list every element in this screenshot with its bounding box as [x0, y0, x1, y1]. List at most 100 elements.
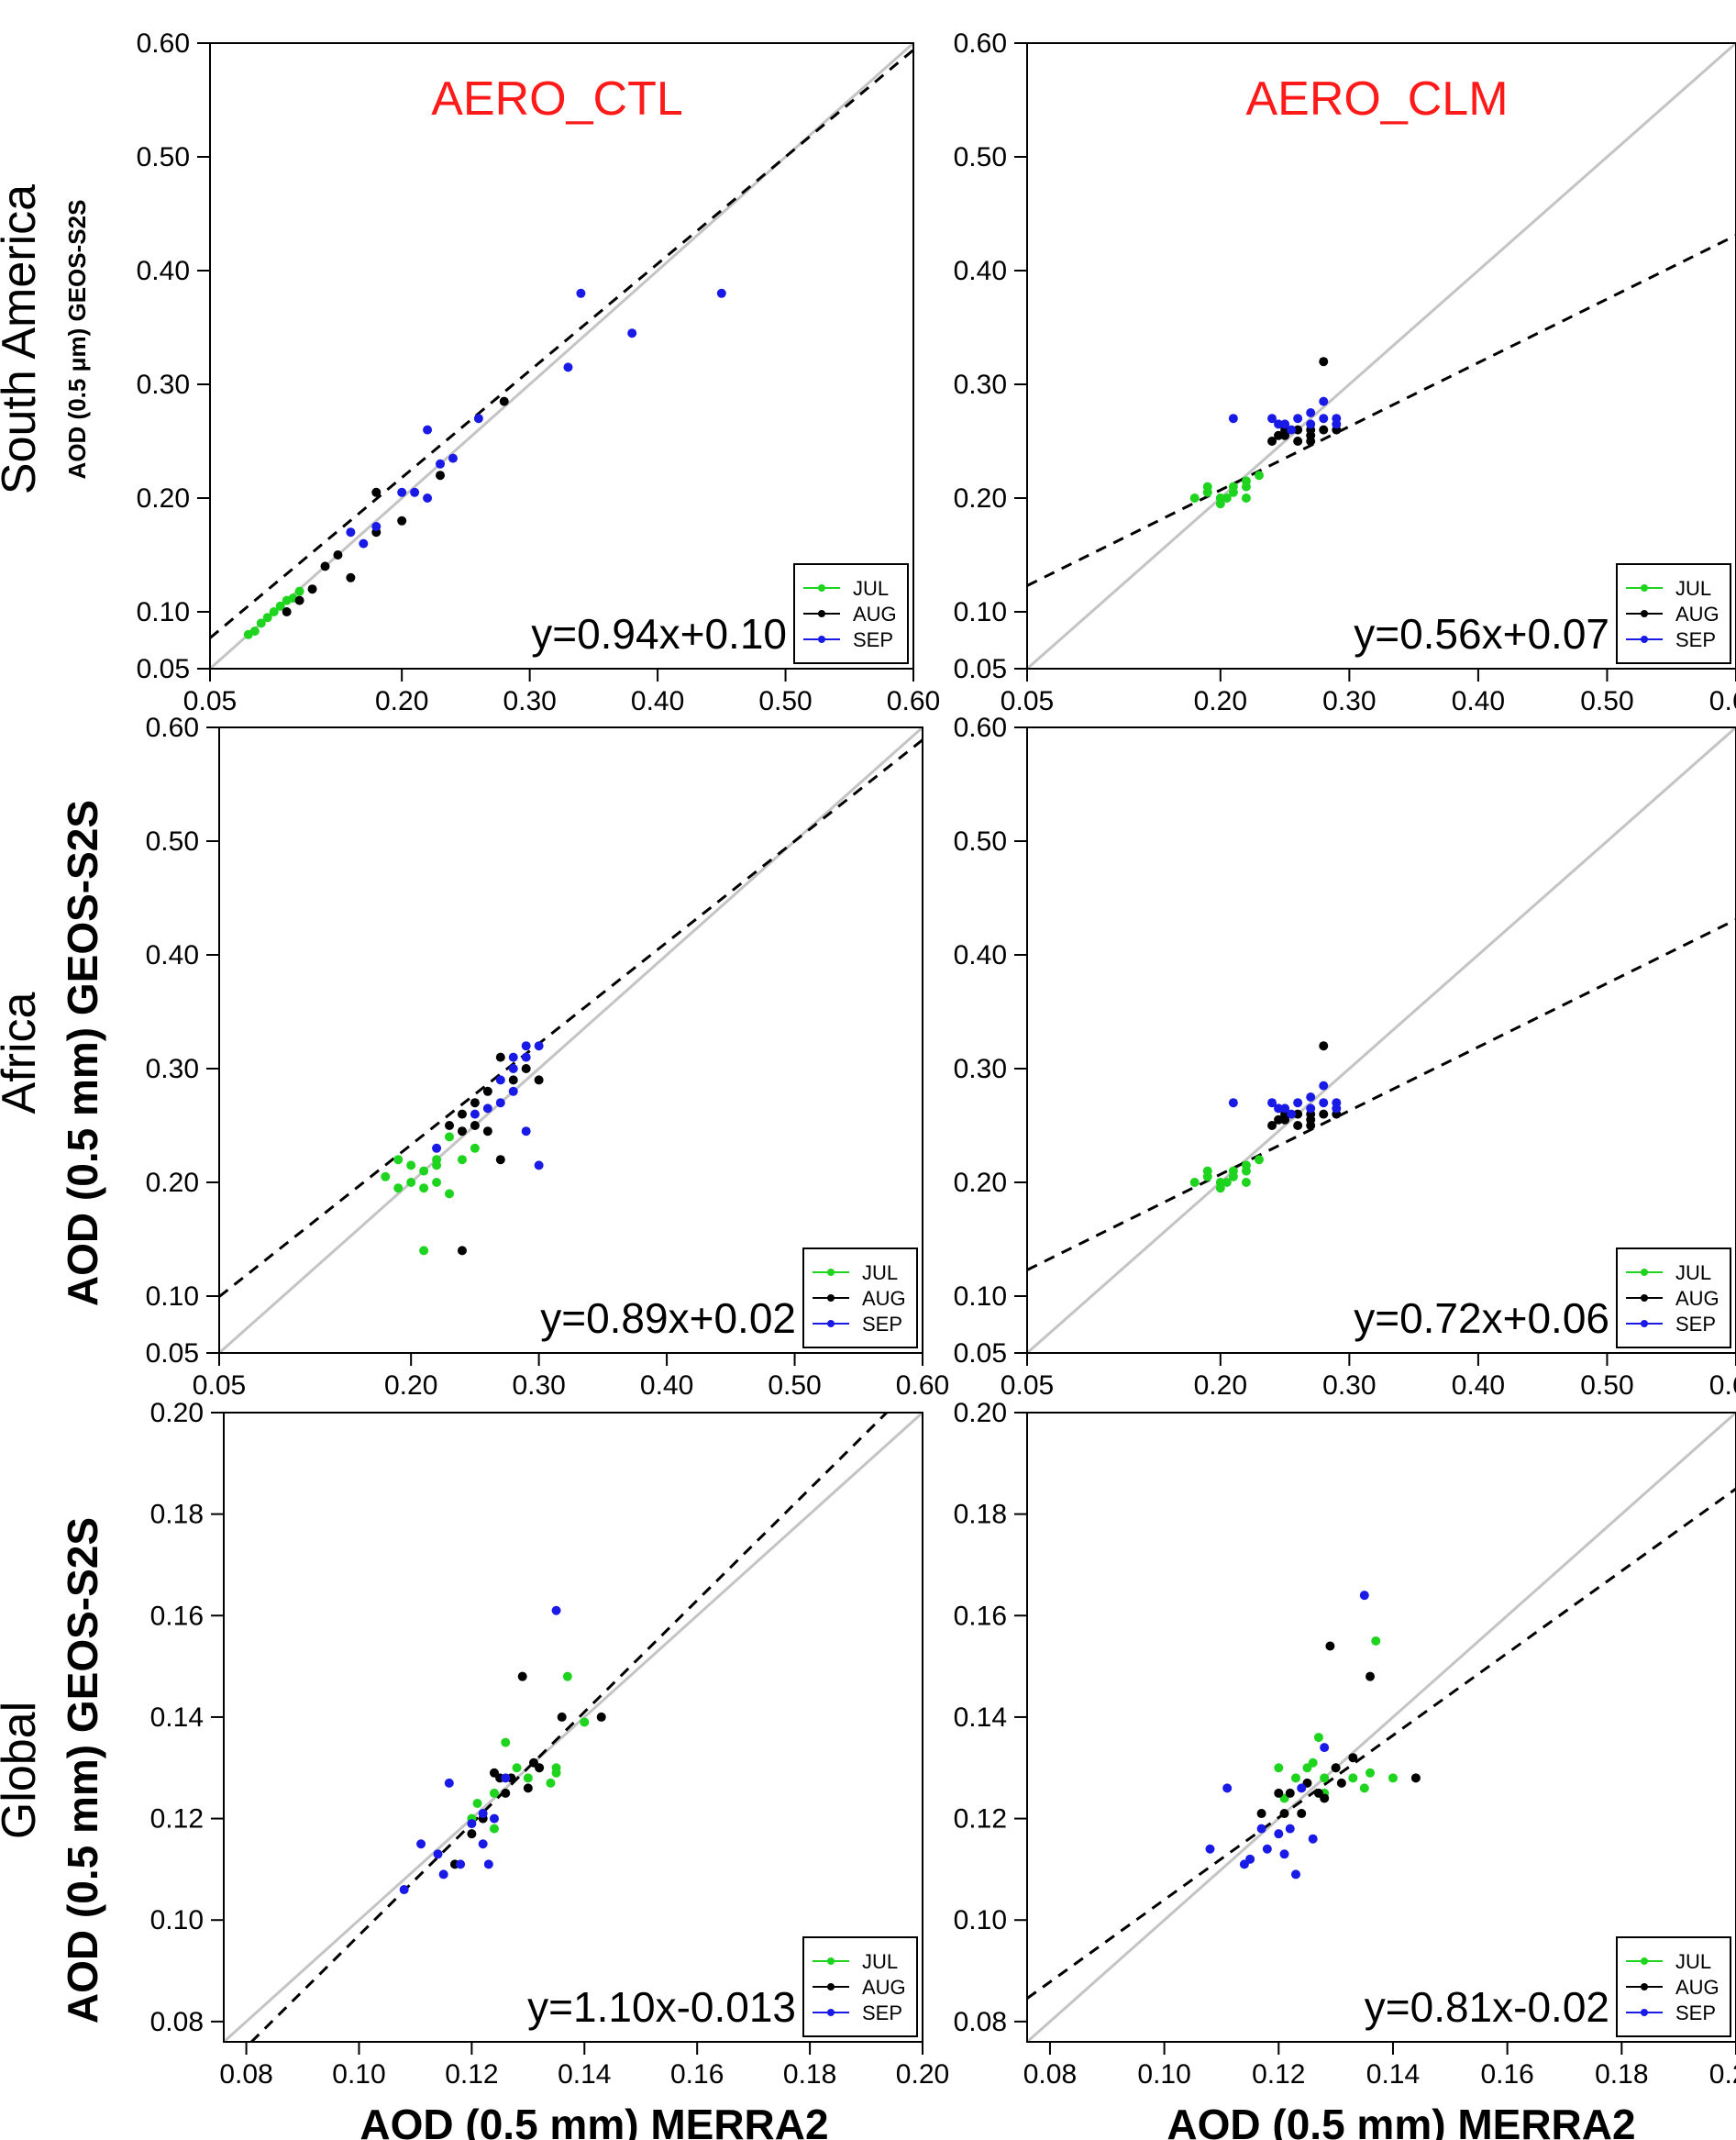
chart-4-x-tick-label-3: 0.30: [1322, 1370, 1376, 1401]
chart-6-point-sep-6: [1262, 1844, 1272, 1854]
chart-4-point-aug-4: [1293, 1121, 1303, 1130]
chart-1-point-sep-12: [576, 288, 586, 298]
chart-2-legend-label-jul: JUL: [1675, 577, 1711, 600]
chart-4-point-sep-1: [1228, 1098, 1238, 1108]
chart-3-point-sep-8: [521, 1126, 531, 1137]
chart-4-point-jul-10: [1241, 1178, 1251, 1187]
chart-4-point-jul-1: [1189, 1178, 1200, 1187]
chart-6-x-tick-label-5: 0.16: [1480, 2059, 1533, 2090]
chart-6-y-tick-label-3: 0.12: [954, 1804, 1007, 1835]
chart-3-x-tick-label-5: 0.50: [768, 1370, 821, 1401]
chart-3-point-aug-5: [482, 1126, 492, 1137]
chart-1-y-tick-label-4: 0.30: [137, 370, 190, 400]
chart-4-point-jul-9: [1254, 1155, 1264, 1165]
chart-6-x-tick-label-6: 0.18: [1595, 2059, 1648, 2090]
chart-6-legend-marker-aug: [1641, 1983, 1648, 1990]
chart-5-one-to-one-line: [224, 1413, 923, 2042]
chart-6-point-aug-8: [1325, 1641, 1335, 1651]
x-axis-label-right: AOD (0.5 mm) MERRA2: [1167, 2101, 1635, 2140]
chart-2-x-tick-label-1: 0.05: [1001, 686, 1054, 716]
chart-4-y-tick-label-2: 0.10: [954, 1281, 1007, 1312]
chart-3-point-jul-2: [393, 1155, 404, 1165]
chart-5-point-sep-9: [483, 1859, 493, 1869]
chart-6-legend-marker-jul: [1641, 1957, 1648, 1965]
chart-2-equation: y=0.56x+0.07: [1354, 610, 1609, 658]
chart-5-legend-marker-jul: [827, 1957, 835, 1965]
chart-1-y-tick-label-5: 0.40: [137, 256, 190, 286]
chart-1-legend-label-jul: JUL: [853, 577, 889, 600]
chart-5-point-jul-6: [523, 1773, 533, 1783]
chart-1-y-tick-label-1: 0.05: [137, 654, 190, 684]
chart-4-frame: [1026, 726, 1736, 1354]
chart-4-point-aug-1: [1267, 1121, 1277, 1130]
figure-labels: South America AOD (0.5 μm) GEOS-S2S Afri…: [0, 184, 1636, 2140]
chart-5-point-jul-3: [489, 1788, 499, 1798]
chart-6-one-to-one-line: [1027, 1413, 1736, 2042]
chart-6-point-sep-13: [1359, 1591, 1369, 1601]
chart-1-frame: [209, 42, 914, 670]
chart-3-regression-line: [219, 738, 923, 1298]
chart-6-point-aug-9: [1331, 1763, 1341, 1773]
chart-5-frame: [223, 1412, 923, 2043]
chart-3-legend-marker-aug: [827, 1294, 835, 1302]
chart-2-point-aug-5: [1293, 425, 1303, 435]
chart-3-point-jul-10: [445, 1189, 455, 1199]
chart-6-point-sep-2: [1222, 1783, 1233, 1793]
chart-1-x-tick-label-5: 0.50: [758, 686, 812, 716]
chart-3-point-sep-3: [482, 1103, 492, 1114]
chart-2-point-sep-5: [1293, 414, 1303, 424]
chart-4-point-aug-12: [1306, 1114, 1316, 1125]
chart-5-point-jul-4: [501, 1737, 511, 1747]
chart-1-regression-line: [210, 49, 913, 639]
chart-3-point-aug-1: [445, 1121, 455, 1130]
chart-1-x-tick-label-3: 0.30: [503, 686, 556, 716]
chart-3-point-jul-11: [457, 1155, 467, 1165]
chart-3-point-sep-7: [508, 1086, 518, 1096]
chart-1-point-aug-2: [307, 584, 317, 594]
chart-5-point-sep-13: [478, 1839, 488, 1849]
chart-5-plot-area: [224, 1413, 923, 2042]
chart-4-point-jul-4: [1215, 1183, 1225, 1193]
chart-2-regression-line: [1027, 234, 1736, 587]
chart-1-point-sep-4: [397, 487, 407, 497]
chart-5-legend-marker-aug: [827, 1983, 835, 1990]
chart-1-point-sep-2: [359, 538, 369, 549]
chart-3-point-sep-5: [495, 1075, 505, 1085]
chart-4-legend-marker-sep: [1641, 1320, 1648, 1327]
chart-2-point-aug-11: [1274, 430, 1284, 440]
chart-1-x-tick-label-4: 0.40: [631, 686, 684, 716]
chart-5-x-tick-label-5: 0.16: [670, 2059, 724, 2090]
chart-6-point-jul-12: [1371, 1635, 1381, 1646]
chart-3-point-jul-3: [406, 1160, 416, 1170]
chart-3-point-jul-8: [432, 1178, 442, 1187]
chart-4-point-jul-11: [1202, 1171, 1212, 1181]
chart-6-point-aug-4: [1285, 1788, 1295, 1798]
chart-3-legend-marker-jul: [827, 1269, 835, 1276]
chart-3-point-aug-7: [495, 1052, 505, 1062]
chart-1-title: AERO_CTL: [431, 72, 683, 126]
chart-6-point-jul-6: [1313, 1733, 1323, 1743]
chart-3-one-to-one-line: [219, 727, 923, 1353]
chart-1-point-aug-1: [282, 607, 292, 616]
x-axis-label-left: AOD (0.5 mm) MERRA2: [359, 2101, 828, 2140]
chart-4-point-aug-11: [1274, 1114, 1284, 1125]
chart-5-y-tick-label-6: 0.18: [150, 1500, 204, 1530]
chart-3-point-sep-13: [508, 1052, 518, 1062]
chart-5-point-jul-2: [472, 1798, 482, 1808]
chart-4-legend: JUL AUG SEP: [1616, 1247, 1731, 1348]
chart-3-x-tick-label-3: 0.30: [512, 1370, 565, 1401]
chart-3-y-tick-label-6: 0.50: [146, 826, 199, 857]
chart-2-point-sep-7: [1306, 419, 1316, 429]
chart-4-point-sep-3: [1274, 1103, 1284, 1114]
chart-2-point-jul-6: [1228, 482, 1238, 492]
chart-4-one-to-one-line: [1027, 727, 1736, 1353]
chart-1-point-aug-9: [499, 396, 509, 406]
chart-5-y-tick-label-1: 0.08: [150, 2007, 204, 2037]
chart-4-x-tick-label-2: 0.20: [1194, 1370, 1247, 1401]
chart-6-y-tick-label-2: 0.10: [954, 1905, 1007, 1935]
chart-2-legend-label-aug: AUG: [1675, 603, 1719, 626]
chart-5-point-jul-10: [580, 1717, 590, 1727]
chart-1-point-aug-10: [294, 595, 304, 605]
chart-1-point-aug-11: [333, 550, 343, 560]
